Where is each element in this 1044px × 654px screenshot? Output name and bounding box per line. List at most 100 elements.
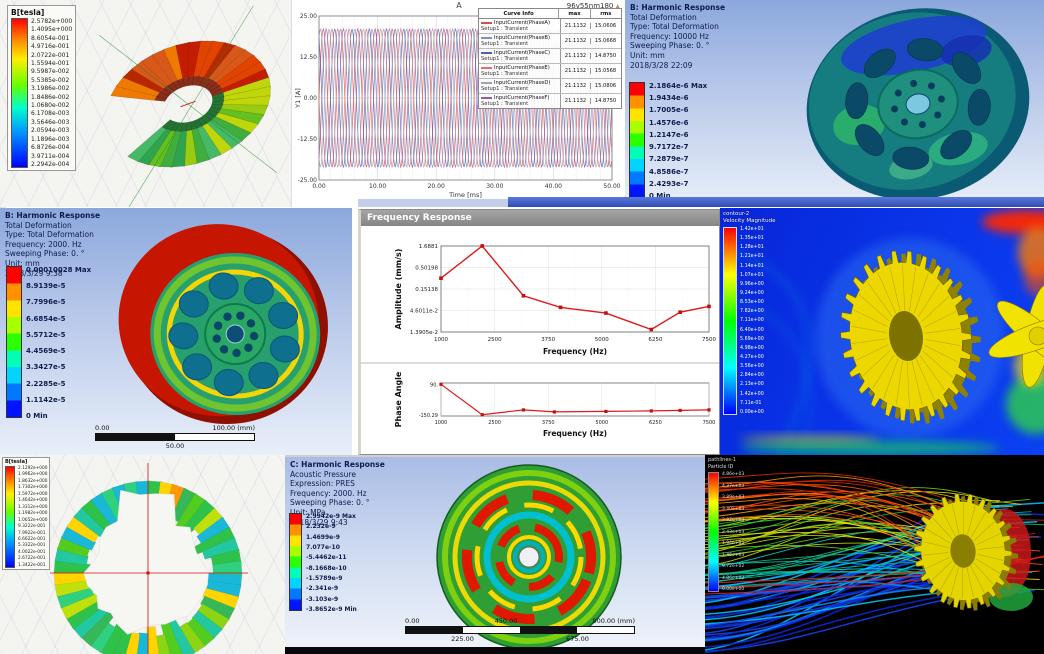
- header-line: Type: Total Deformation: [5, 230, 94, 240]
- colorbar: [11, 18, 28, 168]
- legend-value: 1.14e+01: [740, 263, 764, 269]
- legend-value: 5.3322e-001: [18, 543, 46, 549]
- legend-value: -3.8652e-9 Min: [306, 605, 357, 613]
- scale-mid-top: 450.00: [494, 617, 518, 625]
- legend-value: 2.43e+03: [722, 529, 745, 535]
- legend-value: 1.4576e-6: [649, 118, 689, 127]
- col-rms: rms: [600, 10, 612, 17]
- legend-value: 2.0594e-003: [31, 127, 70, 135]
- svg-text:1000: 1000: [434, 337, 448, 343]
- plot-title: A: [456, 1, 462, 10]
- svg-text:-25.00: -25.00: [298, 177, 318, 184]
- particle-legend: pathlines-1 Particle ID 4.86e+03 4.37e+03 3…: [708, 457, 744, 592]
- legend-value: 4.37e+03: [722, 483, 745, 489]
- window-edge-strip: [358, 199, 508, 207]
- header-line: Frequency: 10000 Hz: [630, 31, 709, 41]
- svg-text:2500: 2500: [488, 337, 502, 343]
- legend-value: 1.1896e-003: [31, 135, 70, 143]
- curve-swatch: [481, 51, 492, 54]
- svg-text:Phase Angle: Phase Angle: [394, 371, 403, 427]
- header-line: Sweeping Phase: 0. °: [290, 498, 370, 508]
- legend-value: 0 Min: [26, 411, 48, 420]
- legend-value: 9.3222e-001: [18, 524, 46, 530]
- curve-name: InputCurrent(PhaseD): [494, 80, 551, 86]
- svg-text:Time [ms]: Time [ms]: [448, 191, 482, 199]
- acoustic-disc-view: [436, 464, 622, 650]
- legend-value: 1.3422e-001: [18, 562, 46, 568]
- legend-value: 5.5712e-5: [26, 330, 66, 339]
- legend-value: 3.1986e-002: [31, 85, 70, 93]
- field-legend: B[tesla] 2.5782e+000 1.4095e+000 8.6054e-0…: [7, 5, 77, 171]
- scale-min: 0.00: [405, 617, 420, 625]
- curve-name: InputCurrent(PhaseB): [494, 35, 551, 41]
- svg-text:0.15138: 0.15138: [415, 287, 438, 293]
- legend-value: 3.5646e-003: [31, 118, 70, 126]
- legend-value: 9.72e+02: [722, 564, 745, 569]
- svg-text:3750: 3750: [542, 420, 555, 426]
- svg-text:7500: 7500: [703, 420, 716, 426]
- scale-bar: 0.00 450.00 900.00 (mm) 225.00 675.00: [405, 617, 635, 643]
- legend-value: 2.6722e-001: [18, 556, 46, 562]
- legend-value: 6.6854e-5: [26, 314, 66, 323]
- legend-value: 1.9434e-6: [649, 94, 689, 103]
- design-label: 96v55nm180: [566, 2, 614, 10]
- svg-text:10.00: 10.00: [369, 183, 386, 190]
- col-curve-info: Curve Info: [479, 9, 560, 18]
- legend-value: 1.4699e-9: [306, 533, 340, 541]
- legend-value: 4.8586e-7: [649, 167, 689, 176]
- legend-value: 4.86e+02: [722, 575, 745, 581]
- col-max: max: [559, 9, 591, 18]
- svg-text:-12.50: -12.50: [298, 136, 318, 143]
- header-line: Sweeping Phase: 0. °: [630, 41, 710, 51]
- legend-value: 4.0022e-001: [18, 549, 46, 555]
- legend-value: 4.27e+00: [740, 354, 764, 360]
- legend-value: 8.6054e-001: [31, 34, 70, 42]
- marker-icon: ▲: [615, 2, 620, 10]
- legend-value: 2.84e+00: [740, 373, 764, 379]
- legend-value: 9.5987e-002: [31, 68, 70, 76]
- legend-value: 2.1292e+000: [18, 466, 48, 471]
- svg-text:6250: 6250: [649, 420, 662, 426]
- svg-text:20.00: 20.00: [428, 183, 445, 190]
- header-line: Acoustic Pressure: [290, 469, 356, 479]
- header-line: Expression: PRES: [290, 479, 355, 489]
- legend-value: 7.9922e-001: [18, 530, 46, 536]
- curve-setup: Setup1 : Transient: [481, 101, 529, 107]
- scale-bar: 0.00 100.00 (mm) 50.00: [95, 424, 255, 450]
- curve-name: InputCurrent(PhaseE): [494, 65, 550, 71]
- curve-swatch: [481, 66, 492, 69]
- curve-setup: Setup1 : Transient: [481, 56, 529, 62]
- colorbar: [629, 82, 645, 198]
- svg-text:5000: 5000: [595, 337, 609, 343]
- legend-value: 8.9139e-5: [26, 282, 66, 291]
- panel-harmonic-2000hz: B: Harmonic Response Total Deformation Typ…: [0, 208, 352, 455]
- header-line: B: Harmonic Response: [5, 211, 101, 220]
- legend-title: B[tesla]: [5, 459, 28, 465]
- scale-bar-graphic: [405, 626, 635, 634]
- legend-value: -2.341e-9: [306, 585, 339, 593]
- window-titlebar[interactable]: Frequency Response: [361, 210, 719, 226]
- svg-text:1.3905e-2: 1.3905e-2: [410, 330, 438, 336]
- curve-name: InputCurrent(PhaseA): [494, 20, 551, 26]
- scale-max: 100.00 (mm): [212, 424, 255, 432]
- colorbar: [289, 513, 302, 611]
- colorbar: [708, 472, 719, 592]
- legend-title-line: contour-2: [723, 211, 750, 217]
- legend-value: 1.3312e+000: [18, 504, 48, 510]
- legend-value: 7.11e-01: [740, 400, 762, 406]
- curve-row: InputCurrent(PhaseC) Setup1 : Transient …: [479, 49, 621, 64]
- header-line: Frequency: 2000. Hz: [5, 239, 82, 249]
- legend-value: 7.7996e-5: [26, 298, 66, 307]
- curve-max: 21.1132: [561, 53, 591, 59]
- legend-value: -8.1668e-10: [306, 564, 347, 572]
- legend-value: 1.42e+00: [740, 391, 764, 397]
- legend-value: 0.00e+00: [722, 587, 745, 592]
- svg-text:4.6011e-2: 4.6011e-2: [410, 309, 438, 315]
- legend-value: 1.4095e+000: [31, 26, 73, 34]
- svg-text:7500: 7500: [702, 337, 716, 343]
- panel-maxwell-field-bottom: B[tesla] 2.1292e+000 1.9962e+000 1.8632e+0…: [0, 455, 285, 654]
- legend-value: 1.7302e+000: [18, 485, 48, 491]
- legend-value: 1.07e+01: [740, 272, 764, 278]
- header-line: Unit: mm: [5, 258, 40, 268]
- legend-value: 2.4293e-7: [649, 179, 689, 188]
